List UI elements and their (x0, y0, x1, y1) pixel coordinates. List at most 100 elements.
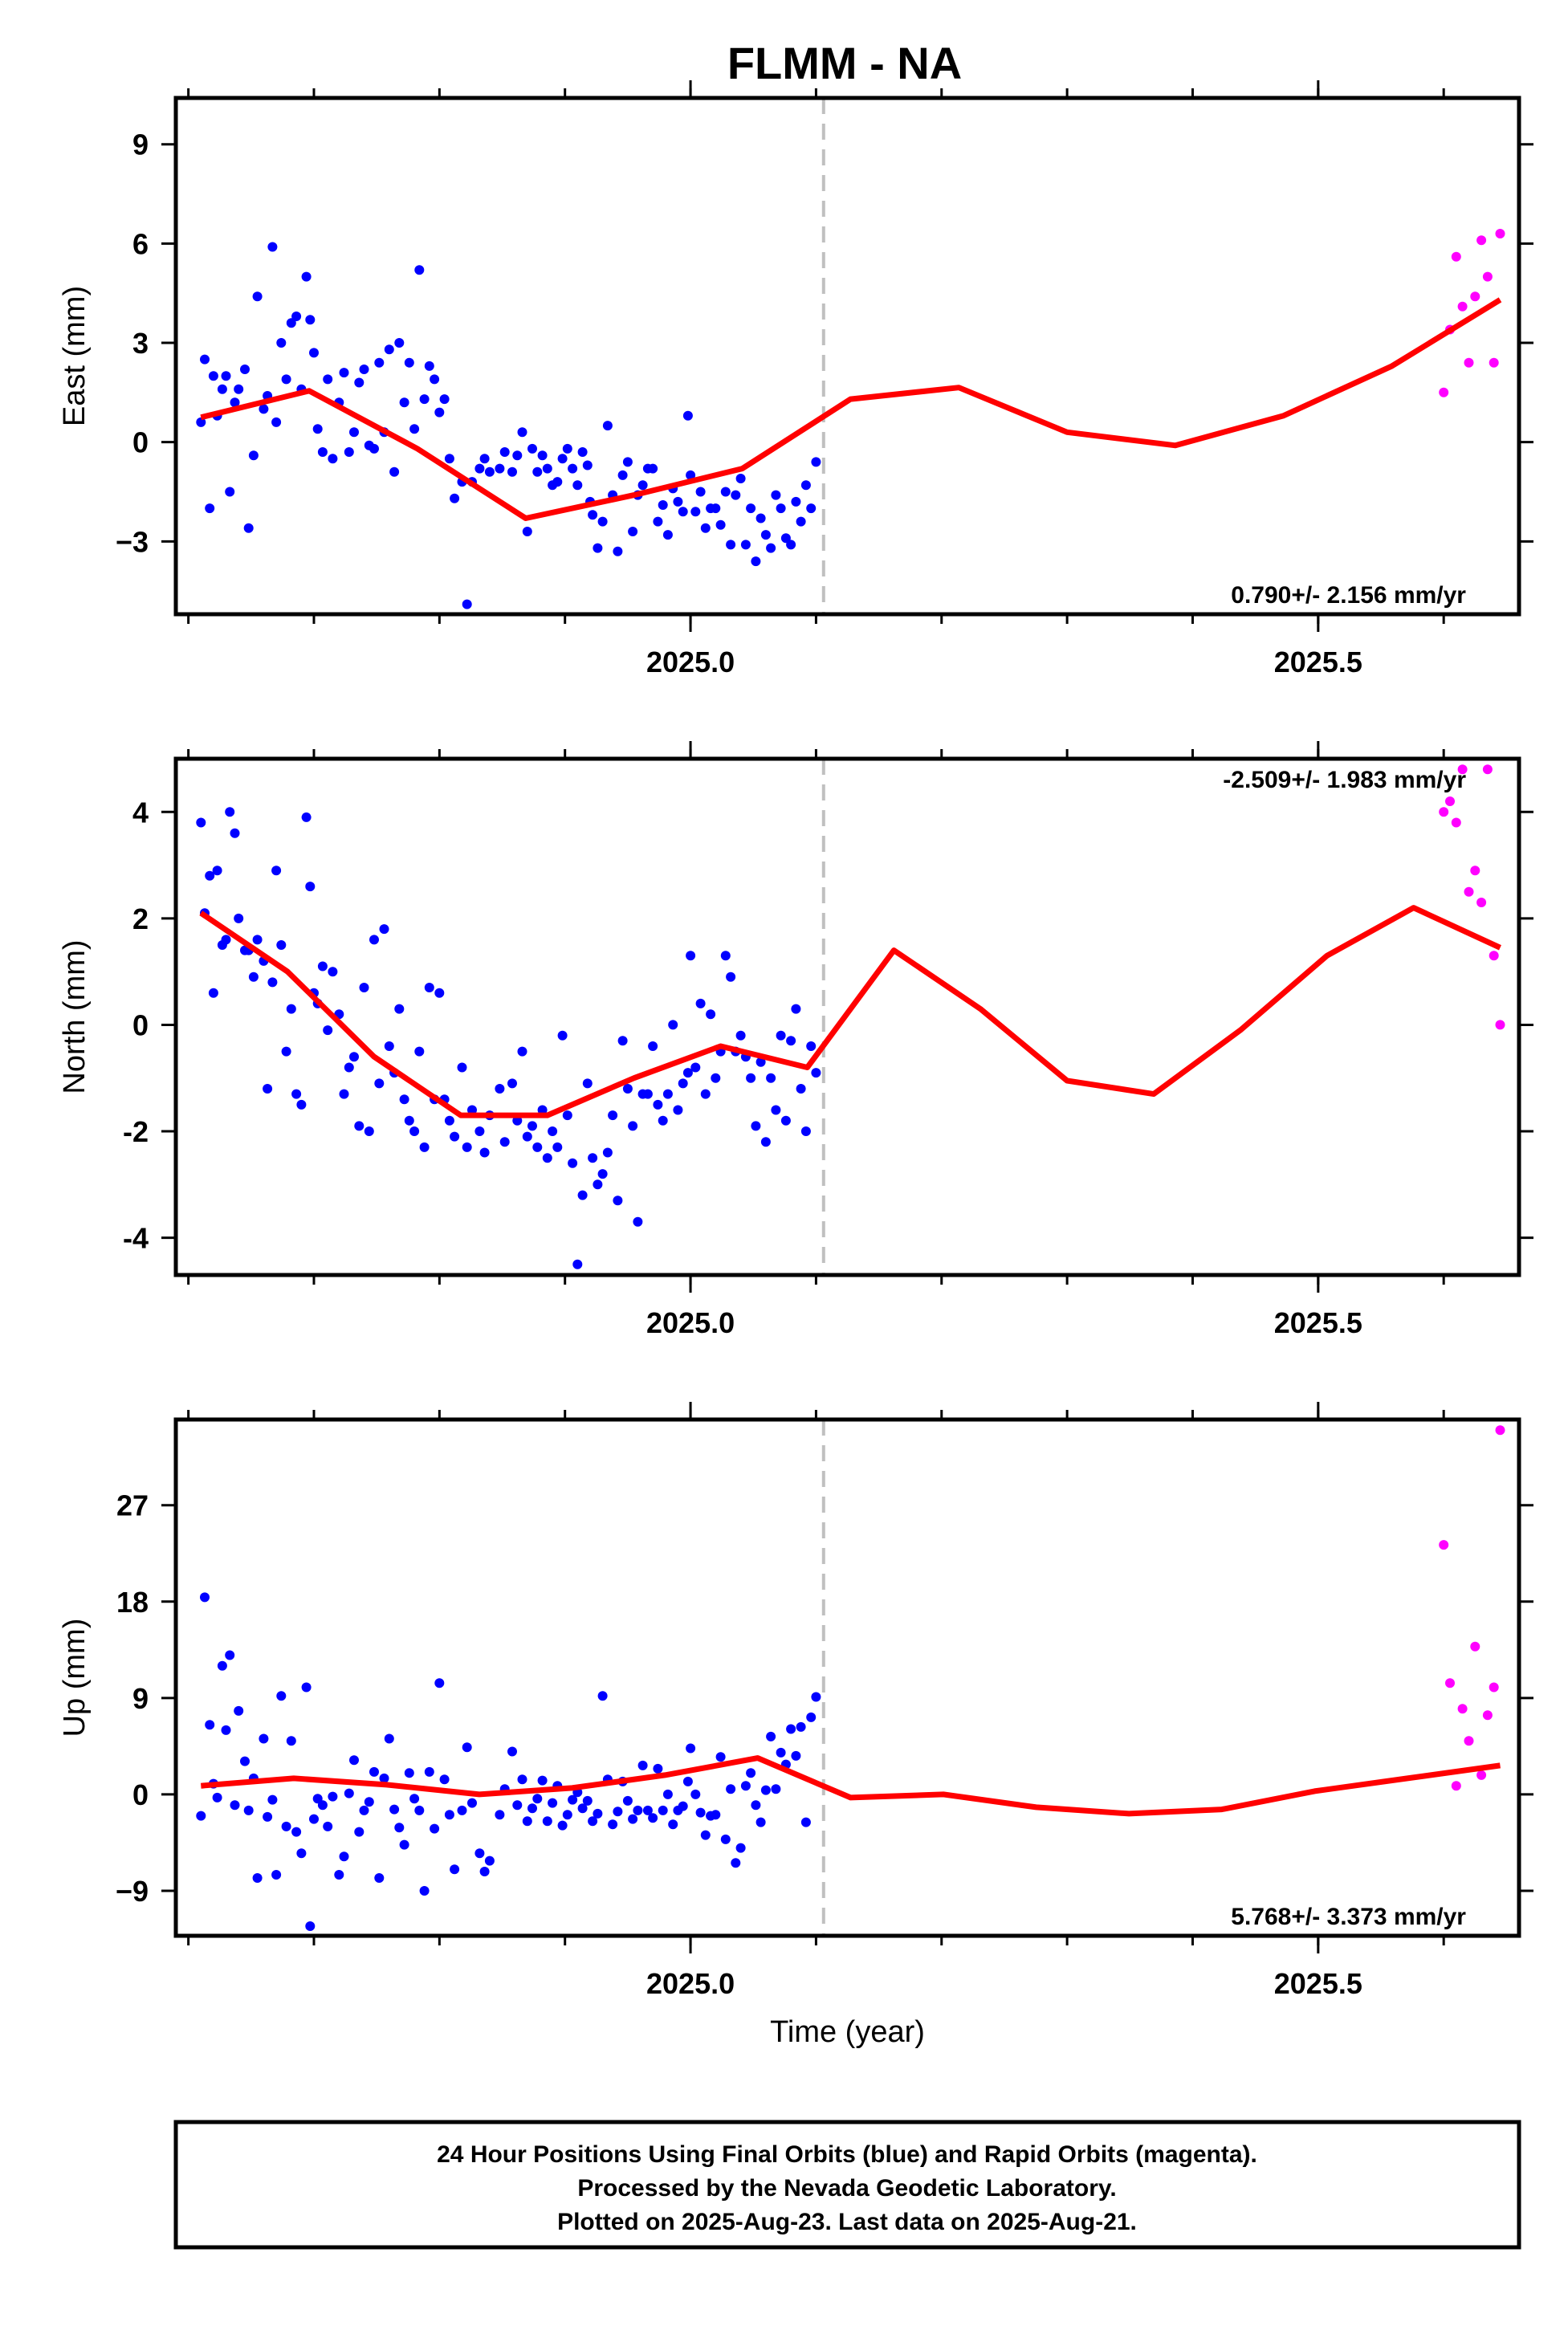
north-final-point-71 (552, 1142, 563, 1152)
east-final-point-24 (305, 315, 316, 325)
north-final-point-44 (404, 1115, 414, 1126)
north-final-point-3 (208, 988, 218, 998)
north-final-point-50 (434, 988, 445, 998)
east-final-point-91 (648, 463, 658, 474)
east-final-point-41 (389, 466, 400, 477)
up-final-point-91 (653, 1763, 663, 1774)
north-final-point-117 (780, 1115, 791, 1126)
up-rapid-point-4 (1464, 1736, 1474, 1746)
up-final-point-97 (682, 1776, 693, 1786)
up-final-point-106 (726, 1784, 736, 1794)
east-rate-label: 0.790+/- 2.156 mm/yr (1231, 582, 1466, 609)
up-final-point-79 (593, 1808, 603, 1819)
east-rapid-point-7 (1482, 271, 1493, 282)
up-final-point-33 (349, 1755, 359, 1766)
north-final-point-18 (276, 940, 287, 950)
east-final-point-63 (512, 450, 523, 461)
east-final-point-25 (309, 348, 319, 358)
up-final-point-90 (648, 1813, 658, 1823)
east-final-point-73 (562, 443, 572, 454)
up-final-point-31 (339, 1851, 349, 1862)
north-final-point-0 (196, 817, 206, 828)
north-final-point-64 (517, 1046, 527, 1057)
east-final-point-77 (582, 460, 593, 470)
east-final-point-18 (276, 338, 287, 348)
east-final-point-60 (495, 463, 505, 474)
up-final-point-68 (537, 1775, 548, 1786)
north-final-point-66 (527, 1121, 537, 1131)
north-final-point-6 (221, 935, 231, 945)
up-final-point-113 (760, 1785, 771, 1795)
east-final-point-7 (225, 487, 235, 497)
north-final-point-27 (317, 961, 328, 972)
east-final-point-68 (537, 450, 548, 461)
north-final-point-19 (281, 1046, 291, 1057)
footer-frame (173, 2120, 1521, 2250)
up-final-point-57 (474, 1848, 485, 1859)
east-x-tick-label: 2025.5 (1274, 646, 1362, 678)
east-final-point-76 (577, 447, 588, 457)
north-final-point-53 (450, 1131, 460, 1142)
up-final-point-55 (462, 1742, 472, 1753)
north-final-point-17 (271, 866, 282, 876)
north-final-point-123 (811, 1068, 821, 1078)
east-final-point-62 (507, 466, 517, 477)
up-x-axis-label: Time (year) (770, 2015, 925, 2049)
up-final-point-28 (323, 1821, 333, 1831)
up-final-point-104 (715, 1752, 726, 1762)
north-final-point-113 (760, 1137, 771, 1147)
east-final-point-23 (301, 271, 312, 282)
north-final-point-73 (562, 1110, 572, 1121)
up-final-point-72 (557, 1820, 568, 1831)
north-final-point-94 (668, 1020, 678, 1030)
east-model-curve (200, 297, 1502, 521)
up-final-point-109 (740, 1781, 751, 1791)
east-final-point-16 (267, 242, 278, 252)
north-final-point-90 (648, 1041, 658, 1051)
east-final-point-46 (414, 265, 425, 275)
north-final-point-62 (507, 1078, 517, 1089)
north-rapid-point-4 (1464, 886, 1474, 897)
up-final-point-78 (588, 1816, 598, 1827)
north-final-point-100 (695, 998, 706, 1008)
up-final-point-0 (196, 1811, 206, 1821)
east-final-point-2 (205, 503, 215, 514)
east-final-point-44 (404, 357, 414, 368)
north-final-point-58 (479, 1147, 490, 1158)
north-final-point-97 (682, 1068, 693, 1078)
east-final-point-66 (527, 443, 537, 454)
north-x-tick-label: 2025.0 (646, 1306, 735, 1339)
footer-line-2: Processed by the Nevada Geodetic Laborat… (577, 2175, 1116, 2202)
north-final-point-103 (711, 1073, 721, 1083)
up-final-point-10 (240, 1756, 250, 1766)
up-final-point-77 (582, 1795, 593, 1806)
up-final-point-80 (597, 1691, 608, 1701)
east-final-point-93 (658, 500, 668, 510)
north-final-point-15 (263, 1084, 273, 1094)
east-final-point-26 (312, 424, 323, 434)
up-final-point-5 (217, 1660, 227, 1671)
east-final-point-50 (434, 407, 445, 418)
up-final-point-17 (271, 1870, 282, 1880)
up-rate-label: 5.768+/- 3.373 mm/yr (1231, 1904, 1466, 1930)
north-final-point-105 (720, 951, 731, 961)
north-final-point-23 (301, 812, 312, 822)
up-final-point-6 (221, 1725, 231, 1735)
north-final-point-89 (642, 1089, 653, 1099)
north-final-point-67 (532, 1142, 543, 1152)
north-final-point-110 (746, 1073, 756, 1083)
east-final-point-65 (522, 527, 532, 536)
north-final-point-47 (419, 1142, 430, 1152)
north-x-tick-label: 2025.5 (1274, 1306, 1362, 1339)
north-rate-label: -2.509+/- 1.983 mm/yr (1223, 767, 1466, 793)
north-final-point-22 (296, 1099, 307, 1110)
east-final-point-114 (760, 530, 771, 540)
up-rapid-point-3 (1457, 1704, 1468, 1714)
north-final-point-46 (414, 1046, 425, 1057)
north-frame (173, 756, 1521, 1277)
east-rapid-point-8 (1489, 357, 1499, 368)
north-y-tick-label: -4 (123, 1222, 149, 1255)
up-final-point-115 (771, 1784, 781, 1794)
up-final-point-120 (796, 1721, 806, 1732)
north-final-point-13 (252, 935, 263, 945)
